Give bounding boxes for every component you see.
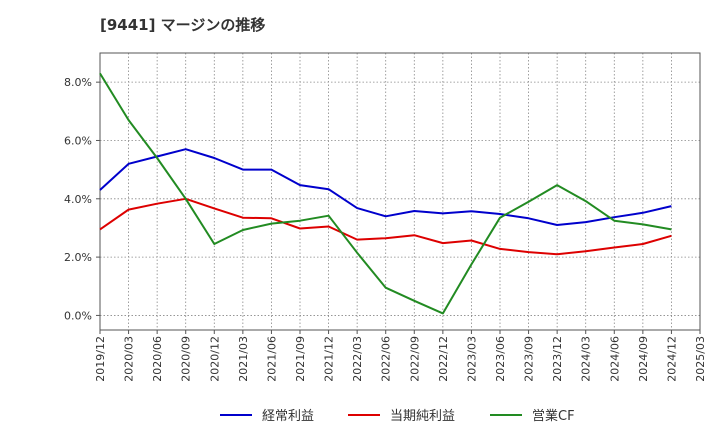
x-tick-label: 2021/12 <box>323 336 336 382</box>
x-tick-label: 2024/03 <box>580 336 593 382</box>
y-tick-label: 8.0% <box>64 76 92 89</box>
y-tick-label: 4.0% <box>64 193 92 206</box>
x-tick-label: 2021/06 <box>265 336 278 382</box>
x-tick-label: 2020/12 <box>208 336 221 382</box>
grid <box>100 53 700 330</box>
x-tick-label: 2023/06 <box>494 336 507 382</box>
series-line-3 <box>99 72 672 315</box>
y-tick-label: 6.0% <box>64 134 92 147</box>
x-tick-label: 2019/12 <box>94 336 107 382</box>
x-tick-label: 2022/03 <box>351 336 364 382</box>
y-axis: 0.0% 2.0% 4.0% 6.0% 8.0% <box>64 76 100 322</box>
series-line-1 <box>99 148 672 226</box>
legend-label-1: 経常利益 <box>262 409 314 424</box>
series-lines <box>99 72 672 315</box>
x-tick-label: 2020/09 <box>180 336 193 382</box>
x-tick-label: 2023/09 <box>523 336 536 382</box>
x-tick-label: 2021/03 <box>237 336 250 382</box>
x-tick-label: 2022/06 <box>380 336 393 382</box>
legend-label-3: 営業CF <box>532 408 575 424</box>
x-tick-label: 2024/12 <box>665 336 678 382</box>
x-tick-label: 2021/09 <box>294 336 307 382</box>
x-tick-label: 2020/06 <box>151 336 164 382</box>
x-tick-label: 2023/03 <box>465 336 478 382</box>
chart-title: [9441] マージンの推移 <box>100 16 266 34</box>
x-tick-label: 2024/06 <box>608 336 621 382</box>
x-axis: 2019/12 2020/03 2020/06 2020/09 2020/12 2021/… <box>94 330 707 382</box>
legend: 経常利益 当期純利益 営業CF <box>220 408 575 424</box>
x-tick-label: 2022/09 <box>408 336 421 382</box>
plot-frame <box>99 52 701 331</box>
x-tick-label: 2023/12 <box>551 336 564 382</box>
y-tick-label: 2.0% <box>64 251 92 264</box>
x-tick-label: 2024/09 <box>637 336 650 382</box>
legend-label-2: 当期純利益 <box>390 409 455 424</box>
x-tick-label: 2020/03 <box>123 336 136 382</box>
y-tick-label: 0.0% <box>64 309 92 322</box>
x-tick-label: 2025/03 <box>694 336 707 382</box>
series-line-2 <box>99 197 672 256</box>
x-tick-label: 2022/12 <box>437 336 450 382</box>
